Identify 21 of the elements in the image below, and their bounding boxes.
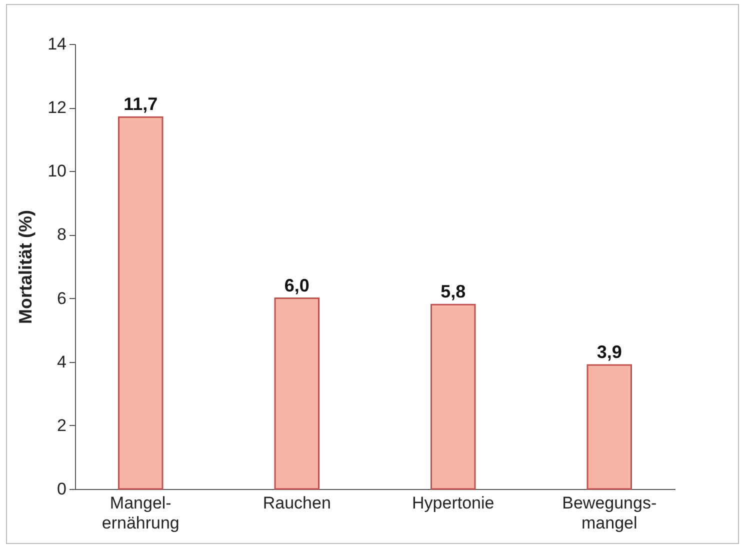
bar (430, 304, 476, 490)
x-tick-label: Mangel- ernährung (102, 494, 180, 532)
data-label: 5,8 (440, 282, 466, 302)
bar (274, 298, 320, 490)
x-tick-label: Rauchen (262, 494, 331, 512)
y-tick-label: 10 (48, 162, 66, 181)
data-label: 6,0 (284, 275, 310, 296)
y-tick-label: 6 (57, 288, 66, 308)
y-tick-label: 2 (57, 416, 66, 435)
data-label: 3,9 (596, 342, 622, 362)
y-tick-label: 8 (57, 225, 66, 244)
bar (118, 116, 164, 490)
data-label: 11,7 (124, 94, 158, 114)
y-axis-title: Mortalität (%) (16, 210, 36, 324)
y-tick-label: 14 (48, 34, 66, 54)
x-tick-label: Bewegungs- mangel (562, 494, 657, 532)
y-tick-label: 12 (48, 98, 66, 118)
x-tick-label: Hypertonie (412, 494, 494, 512)
y-tick-label: 4 (57, 352, 66, 372)
y-tick-label: 0 (57, 480, 66, 498)
bar (586, 364, 632, 490)
